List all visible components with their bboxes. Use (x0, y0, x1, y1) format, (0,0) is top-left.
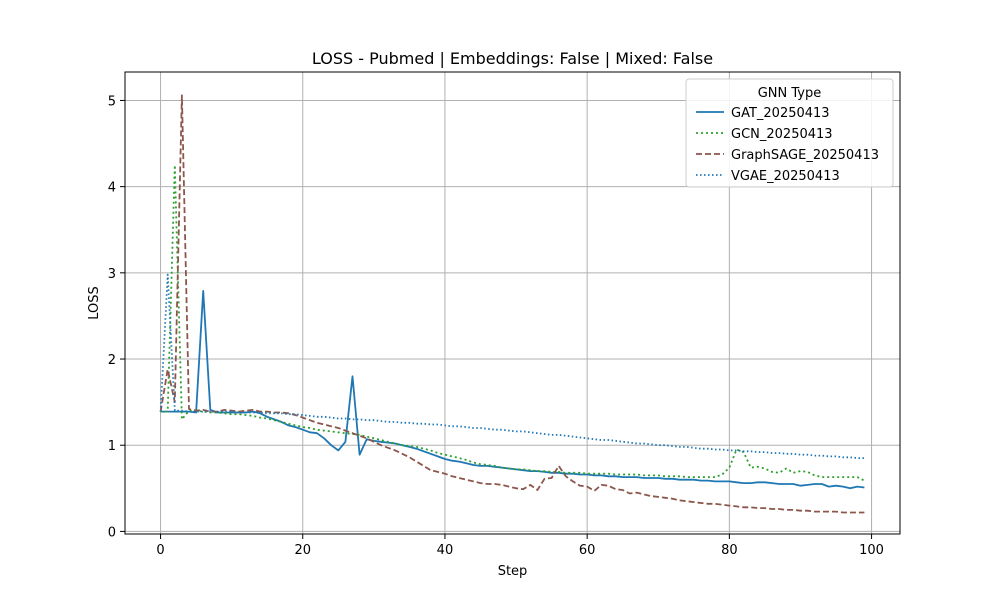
series-lines (159, 94, 865, 514)
y-tick-label: 0 (108, 525, 116, 540)
x-tick-label: 40 (437, 543, 454, 558)
plot-frame (124, 71, 901, 535)
series-line-vgae-20250413 (159, 273, 865, 460)
x-tick-label: 20 (294, 543, 311, 558)
legend-box (685, 78, 894, 188)
y-tick-label: 4 (108, 181, 116, 196)
legend-title: GNN Type (758, 86, 822, 101)
x-tick-label: 80 (721, 543, 738, 558)
legend-label: GAT_20250413 (731, 106, 830, 121)
legend-items: GAT_20250413 GCN_20250413 GraphSAGE_202504… (696, 106, 879, 184)
ticks: 0 20 40 60 80 100 0 1 2 3 4 5 (108, 94, 884, 558)
y-tick-label: 1 (108, 439, 116, 454)
chart-title: LOSS - Pubmed | Embeddings: False | Mixe… (312, 49, 713, 68)
x-tick-label: 60 (579, 543, 596, 558)
y-tick-label: 3 (108, 267, 116, 282)
y-axis-label: LOSS (87, 286, 102, 320)
legend: GNN Type GAT_20250413 GCN_20250413 GraphSA… (685, 78, 894, 188)
y-tick-label: 5 (108, 94, 116, 109)
series-line-gcn-20250413 (160, 164, 865, 482)
x-tick-label: 0 (156, 543, 164, 558)
series-line-gat-20250413 (160, 289, 865, 490)
legend-label: VGAE_20250413 (731, 169, 840, 184)
x-tick-label: 100 (859, 543, 884, 558)
legend-label: GCN_20250413 (731, 127, 833, 142)
y-tick-label: 2 (108, 353, 116, 368)
x-axis-label: Step (498, 564, 528, 579)
legend-label: GraphSAGE_20250413 (731, 148, 879, 163)
